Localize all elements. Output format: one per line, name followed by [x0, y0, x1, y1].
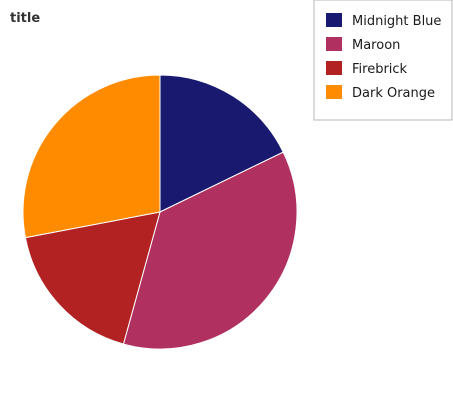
legend-label: Dark Orange [352, 86, 435, 101]
pie-slice-firebrick [24, 211, 161, 345]
legend-items: Midnight Blue Maroon Firebrick Dark Orange [326, 13, 441, 101]
legend-swatch [326, 61, 342, 75]
legend-swatch [326, 37, 342, 51]
chart-title: title [10, 11, 40, 26]
legend-label: Maroon [352, 38, 400, 53]
pie-slices [22, 74, 298, 350]
legend-label: Midnight Blue [352, 14, 441, 29]
pie-slice-dark-orange [22, 74, 161, 239]
pie-slice-maroon [122, 151, 298, 350]
pie-slice-midnight-blue [159, 74, 284, 213]
legend: Midnight Blue Maroon Firebrick Dark Orange [313, 0, 453, 121]
legend-label: Firebrick [352, 62, 408, 77]
legend-swatch [326, 13, 342, 27]
legend-swatch [326, 85, 342, 99]
